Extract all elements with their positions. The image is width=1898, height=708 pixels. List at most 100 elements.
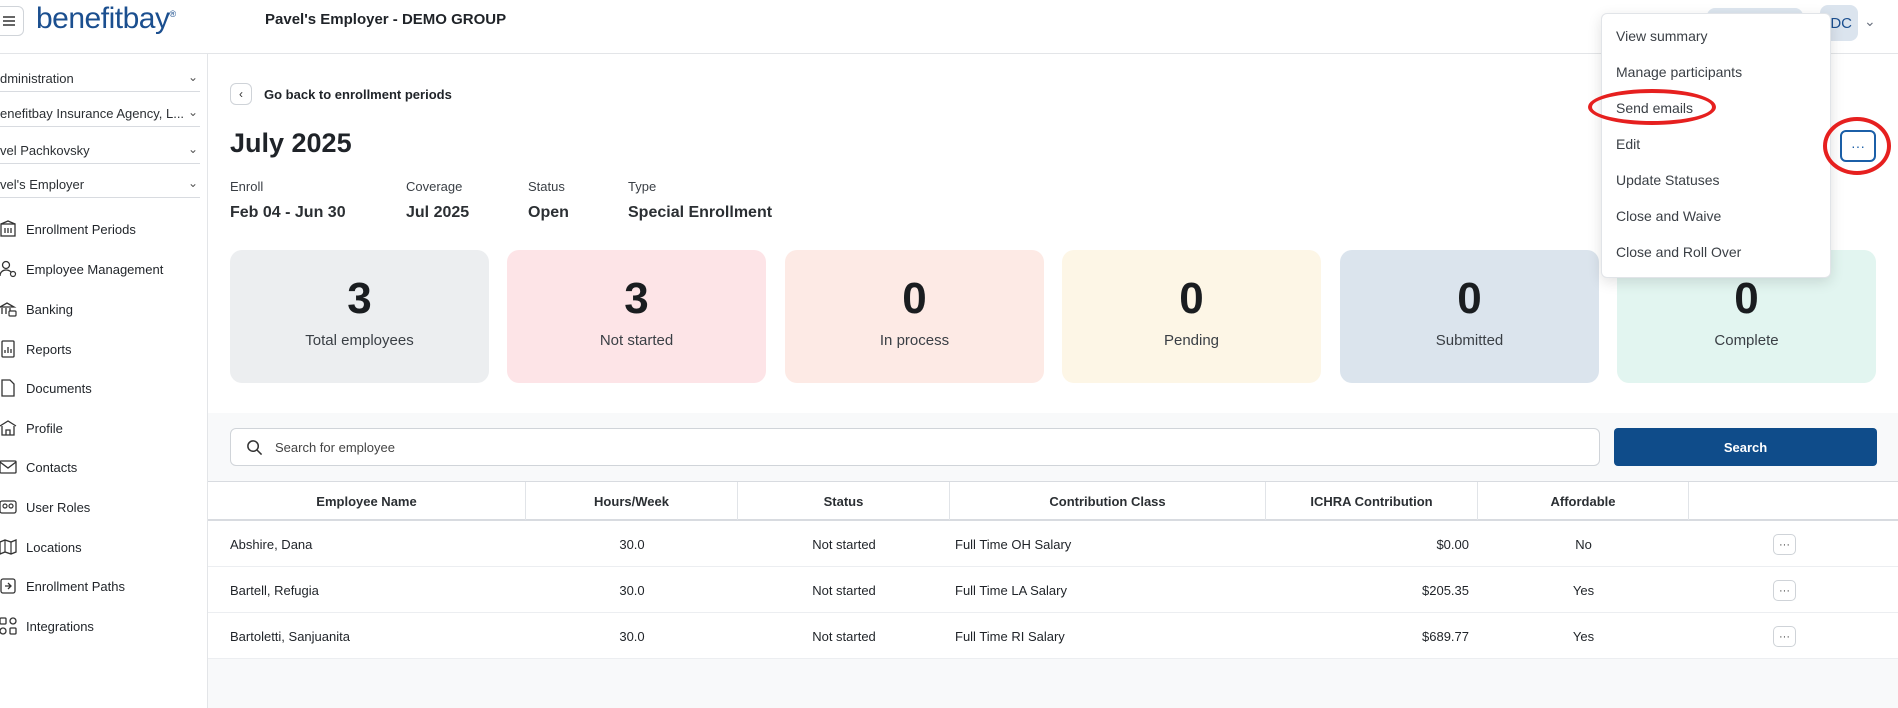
column-header[interactable]: Contribution Class — [950, 482, 1266, 520]
cell-status: Not started — [812, 582, 876, 598]
sidebar-item-user-roles[interactable]: User Roles — [0, 492, 205, 522]
stat-card-not-started[interactable]: 3 Not started — [507, 250, 766, 383]
stat-value: 0 — [1179, 274, 1204, 323]
top-bar: benefitbay® Pavel's Employer - DEMO GROU… — [0, 0, 1898, 54]
employer-title: Pavel's Employer - DEMO GROUP — [265, 11, 507, 28]
column-header[interactable]: Employee Name — [208, 482, 526, 520]
menu-icon[interactable] — [0, 6, 24, 36]
sidebar-item-contacts[interactable]: Contacts — [0, 452, 205, 482]
stat-card-total[interactable]: 3 Total employees — [230, 250, 489, 383]
select-value: dministration — [0, 71, 74, 86]
search-button[interactable]: Search — [1614, 428, 1877, 466]
page-title: July 2025 — [230, 128, 352, 158]
integration-icon — [0, 616, 20, 636]
meta-type: Type Special Enrollment — [628, 179, 772, 222]
column-header[interactable]: Status — [738, 482, 950, 520]
sidebar-item-reports[interactable]: Reports — [0, 334, 205, 364]
row-actions-button[interactable]: ··· — [1773, 580, 1796, 601]
menu-item-update-statuses[interactable]: Update Statuses — [1616, 172, 1720, 188]
employee-table: Employee Name Hours/Week Status Contribu… — [208, 481, 1898, 659]
cell-status: Not started — [812, 628, 876, 644]
meta-enroll: Enroll Feb 04 - Jun 30 — [230, 179, 346, 222]
stat-card-in-process[interactable]: 0 In process — [785, 250, 1044, 383]
actions-menu: View summary Manage participants Send em… — [1601, 13, 1831, 278]
table-row[interactable]: Abshire, Dana 30.0 Not started Full Time… — [208, 521, 1898, 567]
cell-contribution: $205.35 — [1422, 582, 1469, 598]
stat-value: 0 — [902, 274, 927, 323]
menu-item-view-summary[interactable]: View summary — [1616, 28, 1708, 44]
sidebar-select-agency[interactable]: enefitbay Insurance Agency, L... ⌄ — [0, 101, 200, 127]
sidebar-item-enrollment-paths[interactable]: Enrollment Paths — [0, 571, 205, 601]
sidebar-item-label: Enrollment Paths — [26, 578, 125, 594]
meta-label: Enroll — [230, 179, 264, 194]
column-header[interactable]: Affordable — [1478, 482, 1689, 520]
menu-item-close-and-waive[interactable]: Close and Waive — [1616, 208, 1722, 224]
sidebar-item-label: Reports — [26, 341, 72, 357]
sidebar-item-label: Documents — [26, 380, 92, 396]
cell-name: Abshire, Dana — [230, 536, 313, 552]
column-header[interactable]: ICHRA Contribution — [1266, 482, 1478, 520]
meta-label: Status — [528, 179, 565, 194]
sidebar-select-role[interactable]: dministration ⌄ — [0, 66, 200, 92]
sidebar-item-employee-management[interactable]: Employee Management — [0, 254, 205, 284]
meta-value: Special Enrollment — [628, 204, 773, 221]
mail-icon — [0, 457, 20, 477]
row-actions-button[interactable]: ··· — [1773, 626, 1796, 647]
select-value: vel Pachkovsky — [0, 143, 90, 158]
stat-label: In process — [879, 332, 950, 349]
meta-value: Open — [528, 204, 569, 221]
chevron-down-icon: ⌄ — [187, 142, 198, 156]
meta-value: Feb 04 - Jun 30 — [230, 204, 346, 221]
menu-item-edit[interactable]: Edit — [1616, 136, 1641, 152]
search-field[interactable] — [230, 428, 1600, 466]
meta-value: Jul 2025 — [406, 204, 470, 221]
cell-contribution: $0.00 — [1436, 536, 1469, 552]
meta-label: Type — [628, 179, 657, 194]
search-icon — [247, 439, 263, 455]
chevron-left-icon[interactable]: ‹ — [230, 83, 252, 105]
document-icon — [0, 378, 20, 398]
chevron-down-icon: ⌄ — [187, 176, 198, 190]
back-link[interactable]: ‹ Go back to enrollment periods — [230, 83, 452, 105]
meta-coverage: Coverage Jul 2025 — [406, 179, 469, 222]
stat-card-submitted[interactable]: 0 Submitted — [1340, 250, 1599, 383]
stat-value: 0 — [1457, 274, 1482, 323]
menu-item-close-and-roll-over[interactable]: Close and Roll Over — [1616, 244, 1742, 260]
select-value: enefitbay Insurance Agency, L... — [0, 106, 185, 121]
sidebar-item-integrations[interactable]: Integrations — [0, 611, 205, 641]
sidebar-item-documents[interactable]: Documents — [0, 373, 205, 403]
cell-hours: 30.0 — [619, 536, 645, 552]
table-row[interactable]: Bartoletti, Sanjuanita 30.0 Not started … — [208, 613, 1898, 659]
sidebar-select-user[interactable]: vel Pachkovsky ⌄ — [0, 138, 200, 164]
id-card-icon — [0, 497, 20, 517]
sidebar-item-locations[interactable]: Locations — [0, 532, 205, 562]
chevron-down-icon: ⌄ — [187, 70, 198, 84]
sidebar-select-employer[interactable]: vel's Employer ⌄ — [0, 172, 200, 198]
menu-item-manage-participants[interactable]: Manage participants — [1616, 64, 1743, 80]
cell-class: Full Time LA Salary — [955, 582, 1067, 598]
map-pin-icon — [0, 537, 20, 557]
user-gear-icon — [0, 259, 20, 279]
bank-card-icon — [0, 299, 20, 319]
stat-value: 0 — [1734, 274, 1759, 323]
sidebar-item-label: Profile — [26, 420, 63, 436]
stat-value: 3 — [624, 274, 649, 323]
sidebar-item-label: Integrations — [26, 618, 94, 634]
table-row[interactable]: Bartell, Refugia 30.0 Not started Full T… — [208, 567, 1898, 613]
stat-value: 3 — [347, 274, 372, 323]
path-icon — [0, 576, 20, 596]
row-actions-button[interactable]: ··· — [1773, 534, 1796, 555]
logo[interactable]: benefitbay® — [36, 2, 176, 35]
sidebar-item-enrollment-periods[interactable]: Enrollment Periods — [0, 214, 205, 244]
column-header[interactable]: Hours/Week — [526, 482, 738, 520]
stat-label: Pending — [1163, 332, 1220, 349]
sidebar-item-profile[interactable]: Profile — [0, 413, 205, 443]
search-input[interactable] — [275, 439, 1575, 455]
chevron-down-icon: ⌄ — [187, 105, 198, 119]
sidebar-item-banking[interactable]: Banking — [0, 294, 205, 324]
cell-affordable: No — [1575, 536, 1592, 552]
meta-status: Status Open — [528, 179, 569, 222]
sidebar-item-label: Banking — [26, 301, 73, 317]
chevron-down-icon[interactable]: ⌄ — [1864, 13, 1876, 29]
stat-card-pending[interactable]: 0 Pending — [1062, 250, 1321, 383]
